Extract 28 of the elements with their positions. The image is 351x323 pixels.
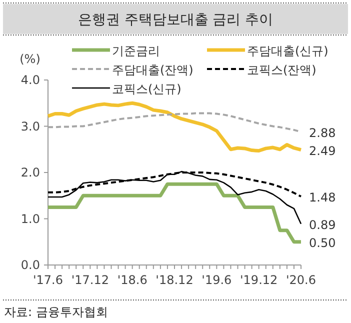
y-tick-label: 0.0 [20, 258, 40, 272]
x-tick-label: '20.6 [286, 273, 316, 287]
data-label: 2.88 [309, 126, 336, 140]
x-tick-label: '19.6 [202, 273, 232, 287]
y-tick-label: 3.0 [20, 119, 40, 134]
x-tick-label: '18.12 [156, 273, 194, 287]
chart-title: 은행권 주택담보대출 금리 추이 [78, 12, 274, 28]
y-tick-label: 1.0 [20, 212, 40, 226]
legend-label: 코픽스(잔액) [247, 63, 316, 77]
line-series [47, 170, 302, 224]
legend-label: 기준금리 [112, 44, 160, 58]
line-series [46, 101, 303, 153]
data-label: 1.48 [309, 190, 336, 205]
y-tick-label: 2.0 [20, 166, 40, 180]
x-tick-label: '17.6 [32, 273, 64, 287]
x-tick-label: '18.6 [117, 273, 148, 287]
legend-label: 주담대출(신규) [247, 44, 328, 58]
line-series [46, 182, 303, 244]
legend-label: 주담대출(잔액) [112, 63, 194, 77]
x-tick-label: '19.12 [240, 273, 278, 287]
y-axis-title: (%) [20, 52, 40, 66]
data-label: 0.89 [309, 218, 336, 232]
y-tick-label: 4.0 [20, 73, 40, 87]
data-label: 0.50 [309, 236, 336, 250]
x-tick-label: '17.12 [71, 273, 109, 287]
legend-label: 코픽스(신규) [112, 82, 182, 96]
text: 자료: 금융투자협회 [4, 305, 108, 319]
data-label: 2.49 [309, 144, 336, 158]
